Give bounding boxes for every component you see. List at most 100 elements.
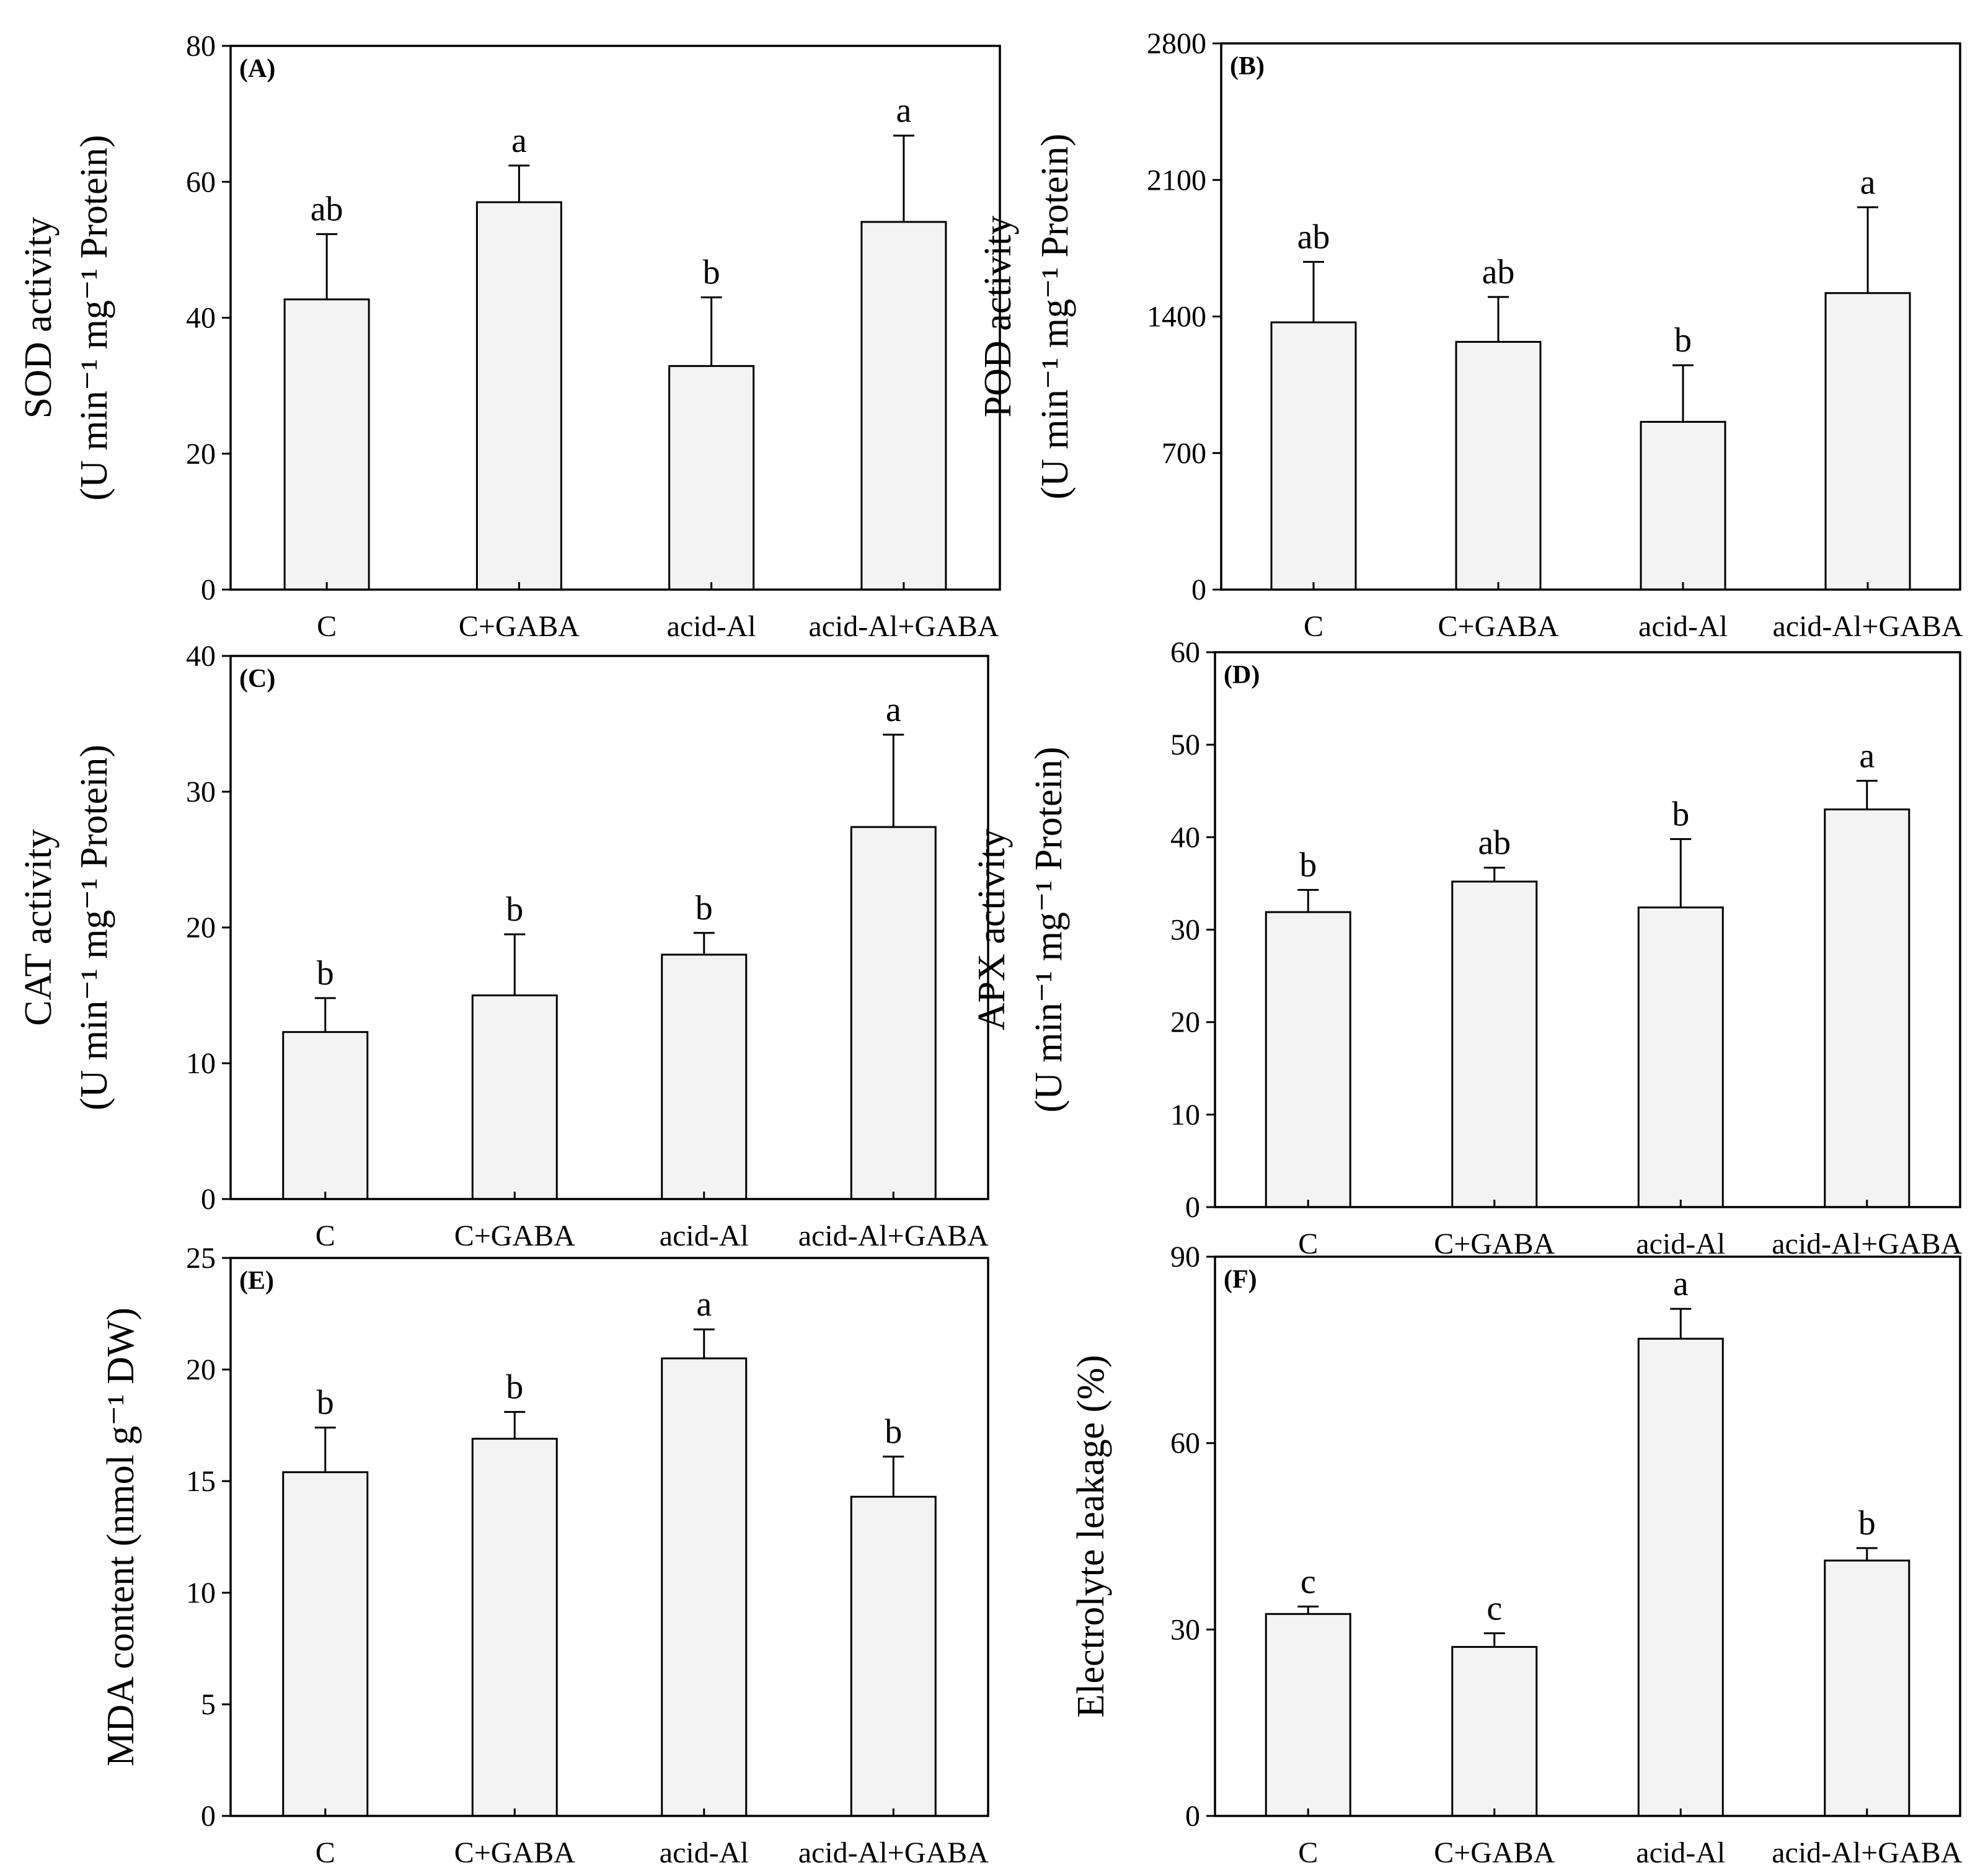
category-label-1: C+GABA — [1434, 1836, 1555, 1868]
significance-letter-3: b — [1858, 1504, 1876, 1543]
significance-letter-2: b — [703, 254, 720, 292]
bar-0 — [1270, 321, 1357, 591]
y-tick-label-4: 40 — [186, 640, 216, 673]
significance-letter-1: c — [1487, 1589, 1502, 1627]
bar-3 — [850, 1495, 937, 1817]
bar-2 — [661, 1357, 748, 1817]
significance-letter-2: a — [696, 1285, 712, 1324]
category-label-2: acid-Al — [667, 610, 756, 643]
category-label-1: C+GABA — [454, 1836, 575, 1868]
panel-c: b Cb C+GABA b acid-Al a acid-Al+GABA 0 10 20 30 40 (… — [17, 640, 989, 1252]
y-tick-label-4: 80 — [186, 30, 216, 63]
bar-3 — [850, 826, 937, 1200]
bar-2 — [1637, 1337, 1724, 1817]
bar-2 — [661, 954, 748, 1200]
y-tick-label-0: 0 — [1185, 1191, 1200, 1224]
significance-letter-1: b — [506, 890, 523, 929]
panel-d: b Cab C+GABA b acid-Al a acid-Al+GABA 0 10 20 30 40… — [971, 636, 1963, 1260]
y-axis-title-line-2: (U min⁻¹ mg⁻¹ Protein) — [73, 745, 115, 1110]
category-label-2: acid-Al — [1638, 610, 1728, 643]
category-label-0: C — [316, 1220, 335, 1252]
y-axis-title-line-1: CAT activity — [17, 829, 60, 1025]
significance-letter-2: b — [1674, 321, 1692, 360]
panel-label: (D) — [1224, 661, 1260, 689]
bar-0 — [1265, 911, 1351, 1208]
plot-frame — [1214, 651, 1961, 1208]
y-tick-label-3: 15 — [186, 1465, 216, 1498]
bar-1 — [1451, 1645, 1538, 1817]
significance-letter-3: a — [896, 92, 911, 130]
category-label-0: C — [1298, 1836, 1318, 1868]
category-label-3: acid-Al+GABA — [1772, 610, 1963, 643]
significance-letter-1: b — [506, 1368, 523, 1406]
panel-label: (A) — [239, 55, 275, 83]
y-tick-label-0: 0 — [201, 1800, 216, 1833]
y-tick-label-2: 40 — [186, 302, 216, 335]
bar-3 — [1824, 1559, 1911, 1817]
bar-0 — [283, 298, 370, 591]
bar-3 — [1824, 808, 1911, 1208]
bar-3 — [860, 221, 947, 591]
y-axis-title-line-1: MDA content (nmol g⁻¹ DW) — [100, 1308, 142, 1766]
significance-letter-0: b — [317, 1384, 334, 1422]
plot-frame — [1220, 42, 1961, 591]
y-tick-label-3: 30 — [186, 776, 216, 808]
category-label-2: acid-Al — [660, 1836, 749, 1868]
plot-frame — [229, 1257, 989, 1817]
y-tick-label-3: 90 — [1170, 1241, 1200, 1273]
y-tick-label-1: 5 — [201, 1688, 216, 1721]
bar-1 — [1455, 340, 1542, 591]
bar-1 — [471, 994, 558, 1200]
y-axis-title-line-1: Electrolyte leakage (%) — [1070, 1355, 1112, 1717]
y-axis-title-line-1: POD activity — [977, 216, 1019, 417]
y-tick-label-2: 60 — [1170, 1427, 1200, 1460]
category-label-0: C — [1298, 1228, 1318, 1260]
category-label-1: C+GABA — [1438, 610, 1558, 643]
category-label-3: acid-Al+GABA — [798, 1220, 989, 1252]
bar-1 — [475, 201, 562, 591]
category-label-0: C — [1304, 610, 1323, 643]
plot-frame — [229, 45, 1001, 591]
y-tick-label-4: 20 — [186, 1353, 216, 1386]
significance-letter-0: ab — [1297, 218, 1330, 256]
significance-letter-0: b — [317, 954, 334, 993]
category-label-2: acid-Al — [660, 1220, 749, 1252]
y-tick-label-1: 10 — [1170, 1099, 1200, 1131]
y-tick-label-1: 30 — [1170, 1613, 1200, 1646]
category-label-3: acid-Al+GABA — [1772, 1836, 1962, 1868]
category-label-3: acid-Al+GABA — [808, 610, 999, 643]
y-tick-label-4: 2800 — [1147, 27, 1206, 60]
category-label-0: C — [317, 610, 337, 643]
y-tick-label-5: 25 — [186, 1242, 216, 1275]
y-tick-label-2: 20 — [186, 911, 216, 944]
category-label-3: acid-Al+GABA — [1772, 1228, 1962, 1260]
y-axis-title-line-1: SOD activity — [17, 217, 60, 418]
significance-letter-3: a — [886, 691, 901, 729]
significance-letter-3: b — [885, 1412, 902, 1451]
significance-letter-3: a — [1860, 163, 1876, 201]
panel-f: c Cc C+GABA a acid-Al b acid-Al+GABA 0 30 60 90 (F)… — [1070, 1241, 1963, 1868]
y-axis-title-line-1: APX activity — [971, 829, 1013, 1030]
significance-letter-1: ab — [1482, 253, 1515, 291]
y-tick-label-5: 50 — [1170, 728, 1200, 761]
significance-letter-1: ab — [1478, 824, 1511, 862]
category-label-1: C+GABA — [459, 610, 580, 643]
panel-b: ab Cab C+GABA b acid-Al a acid-Al+GABA 0 700 1400… — [977, 27, 1963, 643]
category-label-2: acid-Al — [1636, 1228, 1725, 1260]
y-tick-label-1: 700 — [1162, 437, 1206, 470]
y-tick-label-0: 0 — [201, 573, 216, 606]
bar-0 — [282, 1031, 369, 1200]
significance-letter-0: c — [1301, 1562, 1316, 1601]
panel-e: b Cb C+GABA a acid-Al b acid-Al+GABA 0 5 10 15 20 25… — [100, 1242, 989, 1868]
y-tick-label-1: 20 — [186, 438, 216, 471]
category-label-1: C+GABA — [454, 1220, 575, 1252]
panel-a: ab Ca C+GABA b acid-Al a acid-Al+GABA 0 20 40 60 80… — [17, 30, 1001, 643]
y-axis-title-line-2: (U min⁻¹ mg⁻¹ Protein) — [1028, 747, 1070, 1113]
y-tick-label-1: 10 — [186, 1047, 216, 1080]
y-tick-label-2: 1400 — [1147, 301, 1206, 334]
panel-label: (B) — [1230, 52, 1265, 81]
y-tick-label-2: 10 — [186, 1577, 216, 1609]
y-tick-label-0: 0 — [201, 1183, 216, 1216]
bar-2 — [1640, 420, 1726, 591]
